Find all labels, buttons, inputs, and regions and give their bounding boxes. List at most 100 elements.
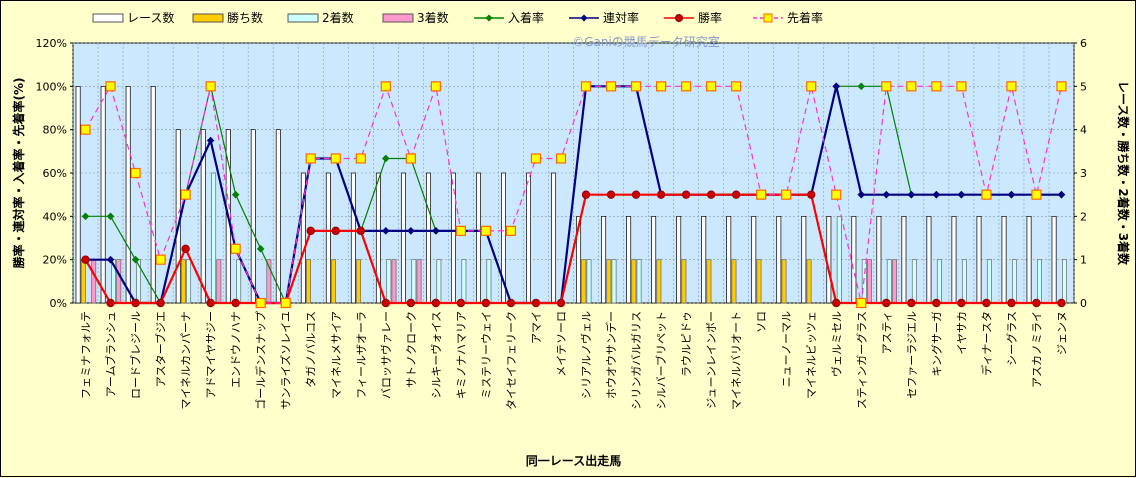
x-tick-label: マイネルビッツェ (805, 311, 818, 399)
data-point (581, 190, 591, 199)
bar (551, 172, 557, 304)
y-right-tick-label: 4 (1080, 124, 1087, 137)
data-point (1007, 298, 1016, 308)
x-tick-label: バロッサヴァレー (379, 311, 393, 399)
data-point (231, 298, 240, 308)
x-tick-label: スティンガーグラス (854, 311, 868, 409)
data-point (430, 81, 441, 92)
bar (331, 259, 337, 304)
data-point (156, 298, 165, 308)
data-point (105, 81, 116, 92)
x-tick-label: イヤサカ (955, 311, 968, 355)
bar (611, 259, 617, 304)
bar (1026, 215, 1032, 304)
data-point (481, 298, 491, 308)
data-point (1056, 81, 1067, 92)
x-tick-label: セファーラジエル (905, 311, 918, 399)
bar (951, 215, 957, 304)
y-right-tick-label: 2 (1080, 210, 1087, 223)
legend-label: 勝ち数 (227, 10, 263, 25)
data-point (681, 190, 691, 199)
data-point (831, 189, 842, 200)
x-tick-label: フェミナフォルテ (80, 311, 93, 399)
x-tick-label: アスティ (880, 311, 893, 354)
legend-item: 先着率 (753, 10, 823, 25)
y-right-tick-label: 3 (1080, 167, 1087, 180)
data-point (181, 244, 190, 254)
legend-swatch (382, 13, 414, 23)
bar (656, 259, 662, 304)
legend-label: 先着率 (787, 10, 823, 25)
data-point (706, 190, 716, 199)
bar (1051, 215, 1057, 304)
data-point (756, 189, 767, 200)
x-tick-label: ゴールデンスナップ (254, 311, 268, 410)
x-tick-label: ラウルピドゥ (680, 311, 693, 377)
bar (606, 259, 612, 304)
bar (651, 215, 657, 304)
bar (426, 172, 431, 304)
bar (867, 259, 872, 304)
data-point (882, 298, 891, 308)
legend-marker (763, 13, 773, 23)
y-left-tick-label: 60% (43, 167, 67, 180)
bar (631, 259, 637, 304)
legend-item: レース数 (92, 10, 174, 25)
x-tick-label: ソロ (755, 311, 768, 333)
data-point (130, 167, 141, 179)
bar (136, 259, 141, 304)
x-tick-label: ニューノーマル (780, 311, 793, 387)
bar (726, 215, 732, 304)
bar (976, 215, 982, 304)
data-point (356, 226, 365, 236)
data-point (155, 254, 166, 265)
x-tick-label: ジェンヌ (1055, 311, 1068, 355)
bar (806, 259, 812, 304)
bar (676, 215, 682, 304)
data-point (81, 212, 90, 221)
bar (876, 215, 882, 304)
bar (601, 215, 607, 304)
bar (851, 215, 857, 304)
data-point (306, 226, 315, 236)
data-point (106, 298, 115, 308)
bar (75, 85, 81, 304)
bar (391, 259, 397, 304)
data-point (206, 136, 215, 145)
bar (751, 215, 757, 304)
data-point (630, 81, 642, 92)
data-point (206, 298, 215, 308)
bar (886, 259, 892, 304)
bar (461, 259, 467, 304)
bar-series-1 (75, 85, 1057, 304)
data-point (531, 298, 541, 308)
legend-label: 連対率 (603, 10, 639, 25)
x-tick-label: メイテソーロ (555, 311, 568, 377)
bar (250, 129, 256, 304)
bar (451, 172, 456, 304)
legend-marker (675, 14, 683, 22)
data-point (857, 190, 866, 199)
legend-marker (580, 14, 588, 22)
bar (1062, 259, 1067, 304)
x-axis: フェミナフォルテ アームブランシュ ロードブレジール アスターブジエ マイネルカンパーナ… (80, 311, 1069, 410)
data-point (832, 82, 841, 91)
bar (836, 215, 842, 304)
bar (911, 259, 917, 304)
y-right-tick-label: 6 (1080, 37, 1087, 50)
bar (350, 172, 356, 304)
legend-label: 3着数 (417, 10, 449, 25)
data-point (1031, 189, 1042, 200)
x-tick-label: フィールザオーラ (355, 311, 368, 399)
data-point (731, 190, 741, 199)
data-point (932, 190, 941, 199)
data-point (380, 81, 391, 92)
data-point (432, 227, 440, 235)
bar (186, 259, 192, 304)
bar (961, 259, 967, 304)
legend-label: 勝率 (698, 10, 722, 25)
data-point (381, 298, 391, 308)
bar (706, 259, 712, 304)
bar (386, 259, 392, 304)
y-left-tick-label: 20% (43, 254, 67, 267)
